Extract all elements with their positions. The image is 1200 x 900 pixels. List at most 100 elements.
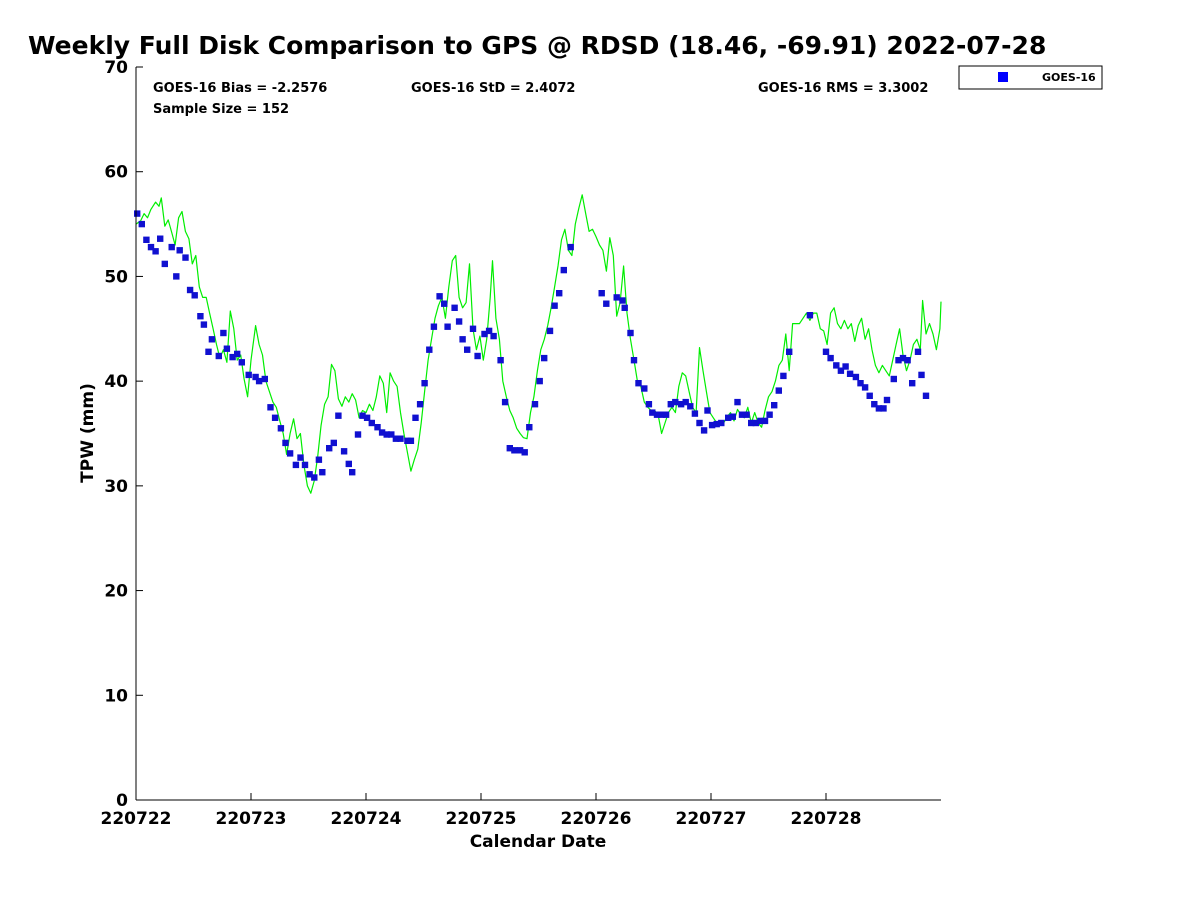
legend-box: [958, 65, 1103, 90]
goes16-point: [261, 375, 268, 383]
goes16-point: [752, 419, 759, 427]
goes16-point: [497, 357, 504, 364]
y-ticks: 0 10 20 30 40 50 60 70: [104, 58, 143, 811]
goes16-point: [766, 411, 773, 418]
x-tick-label: 220726: [561, 809, 632, 829]
y-tick-label: 40: [104, 372, 128, 392]
goes16-point: [846, 370, 854, 377]
goes16-point: [441, 300, 448, 307]
goes16-point: [205, 348, 212, 355]
y-tick-label: 70: [104, 58, 128, 78]
goes16-point: [306, 471, 313, 478]
goes16-point: [875, 405, 883, 412]
goes16-point: [738, 411, 746, 418]
goes16-point: [335, 412, 342, 419]
goes16-marker-layer: [134, 210, 930, 481]
goes16-point: [363, 414, 371, 421]
goes16-point: [541, 354, 548, 362]
x-tick-label: 220724: [331, 809, 402, 829]
goes16-point: [806, 312, 814, 319]
goes16-point: [359, 412, 366, 419]
goes16-point: [567, 243, 574, 251]
y-tick-label: 60: [104, 163, 128, 183]
goes16-point: [340, 448, 348, 455]
goes16-point: [662, 411, 670, 418]
goes16-point: [914, 348, 922, 355]
goes16-point: [761, 417, 769, 425]
goes16-point: [700, 427, 708, 434]
goes16-point: [883, 396, 891, 404]
goes16-point: [245, 371, 252, 379]
goes16-point: [255, 377, 263, 385]
goes16-point: [630, 357, 638, 364]
goes16-point: [134, 210, 141, 217]
goes16-point: [880, 405, 887, 412]
goes16-point: [672, 398, 679, 406]
goes16-point: [506, 445, 513, 452]
goes16-point: [416, 401, 424, 408]
x-tick-label: 220727: [676, 809, 747, 829]
goes16-point: [469, 325, 477, 332]
goes16-point: [397, 435, 404, 442]
std-stat: GOES-16 StD = 2.4072: [411, 81, 575, 96]
goes16-point: [168, 243, 175, 251]
goes16-point: [229, 353, 236, 361]
goes16-point: [635, 380, 642, 387]
goes16-point: [182, 254, 189, 261]
legend-label: GOES-16: [1042, 71, 1096, 84]
goes16-point: [330, 439, 337, 447]
goes16-point: [354, 431, 362, 438]
goes16-point: [521, 449, 528, 456]
goes16-point: [271, 414, 279, 421]
goes16-point: [319, 469, 326, 476]
goes16-point: [556, 290, 563, 297]
goes16-point: [619, 297, 626, 304]
goes16-point: [238, 359, 245, 366]
goes16-point: [451, 304, 458, 311]
legend: GOES-16: [958, 65, 1103, 90]
goes16-point: [157, 235, 164, 242]
goes16-point: [598, 290, 605, 297]
goes16-point: [857, 380, 864, 387]
goes16-point: [152, 248, 159, 255]
goes16-point: [704, 407, 711, 414]
x-axis-label: Calendar Date: [470, 832, 607, 852]
goes16-point: [161, 260, 168, 268]
goes16-point: [208, 336, 216, 343]
goes16-point: [687, 403, 694, 410]
goes16-point: [388, 431, 395, 438]
goes16-point: [501, 398, 509, 406]
goes16-point: [775, 387, 782, 394]
goes16-point: [444, 323, 451, 330]
goes16-point: [516, 447, 524, 454]
y-tick-label: 10: [104, 686, 128, 706]
chart-title: Weekly Full Disk Comparison to GPS @ RDS…: [28, 31, 1046, 60]
goes16-point: [691, 410, 699, 417]
goes16-point: [833, 362, 840, 369]
goes16-point: [725, 414, 732, 421]
goes16-point: [412, 414, 419, 421]
goes16-point: [667, 401, 674, 408]
sample-size-stat: Sample Size = 152: [153, 102, 289, 117]
goes16-point: [407, 437, 415, 444]
goes16-point: [426, 346, 433, 353]
goes16-point: [215, 352, 222, 360]
goes16-point: [368, 419, 375, 427]
goes16-point: [918, 371, 925, 379]
goes16-point: [641, 385, 648, 392]
goes16-point: [378, 429, 386, 436]
goes16-point: [286, 450, 294, 457]
legend-marker-icon: [998, 72, 1008, 82]
goes16-point: [464, 346, 471, 353]
goes16-point: [909, 380, 916, 387]
goes16-point: [713, 420, 720, 428]
goes16-point: [837, 367, 845, 374]
goes16-point: [345, 460, 352, 468]
goes16-point: [374, 424, 381, 431]
rms-stat: GOES-16 RMS = 3.3002: [758, 81, 928, 96]
goes16-point: [786, 348, 793, 355]
goes16-point: [546, 327, 554, 335]
goes16-point: [383, 431, 390, 438]
goes16-point: [326, 445, 333, 452]
goes16-point: [922, 392, 930, 399]
